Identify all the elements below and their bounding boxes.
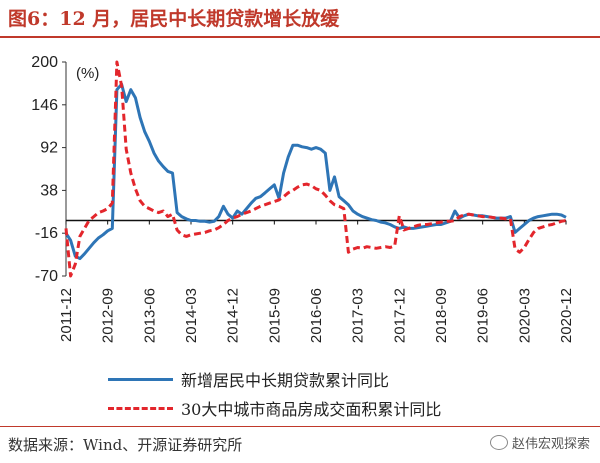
x-tick-label: 2014-12 — [225, 288, 242, 343]
x-tick-label: 2013-06 — [141, 288, 158, 343]
legend-label-loans: 新增居民中长期贷款累计同比 — [181, 371, 390, 390]
legend-label-housing: 30大中城市商品房成交面积累计同比 — [181, 400, 442, 419]
footer-divider — [0, 426, 600, 427]
source-note: 数据来源：Wind、开源证券研究所 — [8, 436, 243, 454]
wechat-icon — [489, 435, 508, 450]
watermark: 赵伟宏观探索 — [489, 433, 590, 452]
y-tick-label: 200 — [31, 54, 58, 71]
legend-item-housing: 30大中城市商品房成交面积累计同比 — [108, 396, 441, 420]
y-tick-label: 92 — [40, 140, 58, 157]
x-tick-label: 2015-09 — [266, 288, 283, 343]
x-tick-label: 2014-03 — [183, 288, 200, 343]
x-tick-label: 2020-12 — [558, 288, 575, 343]
y-tick-label: 146 — [31, 97, 58, 114]
watermark-label: 赵伟宏观探索 — [511, 437, 590, 452]
legend-item-loans: 新增居民中长期贷款累计同比 — [108, 367, 389, 391]
figure-title: 图6：12 月，居民中长期贷款增长放缓 — [8, 8, 340, 30]
line-chart: 200 146 92 38 -16 -70 (%) 2011-12 2012-09 2013-06… — [31, 54, 575, 343]
series-line-housing — [64, 60, 567, 278]
x-tick-label: 2017-03 — [350, 288, 367, 343]
y-tick-label: -16 — [35, 225, 58, 242]
legend-swatch-dashed-red — [108, 406, 173, 410]
y-unit-label: (%) — [76, 65, 99, 82]
x-tick-label: 2012-09 — [100, 288, 117, 343]
y-tick-label: -70 — [35, 268, 58, 285]
title-divider — [0, 36, 600, 38]
y-tick-label: 38 — [40, 182, 58, 199]
x-tick-label: 2011-12 — [58, 288, 75, 342]
x-tick-label: 2020-03 — [516, 288, 533, 343]
series-line-loans — [64, 82, 567, 261]
x-tick-label: 2019-06 — [475, 288, 492, 343]
x-tick-label: 2017-12 — [391, 288, 408, 343]
x-tick-label: 2018-09 — [433, 288, 450, 343]
x-tick-label: 2016-06 — [308, 288, 325, 343]
legend-swatch-solid-blue — [108, 377, 173, 381]
